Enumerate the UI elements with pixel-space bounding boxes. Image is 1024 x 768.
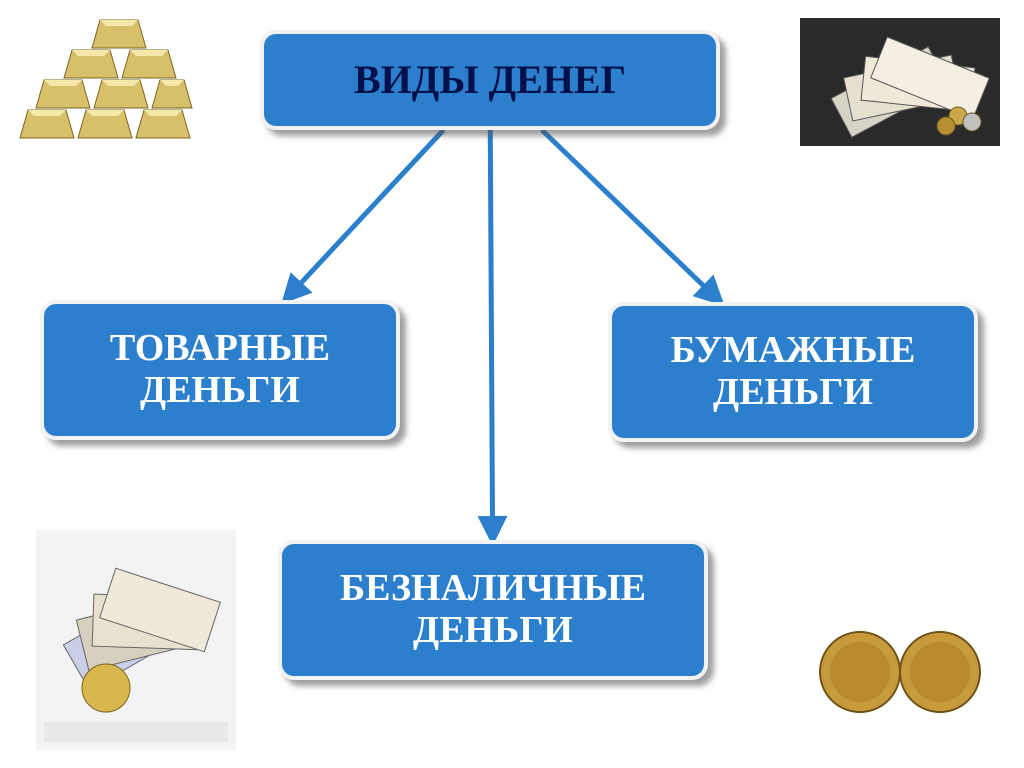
title-box: ВИДЫ ДЕНЕГ [260, 30, 720, 130]
node-paper-money: БУМАЖНЫЕ ДЕНЬГИ [608, 302, 978, 442]
node-label: БЕЗНАЛИЧНЫЕ ДЕНЬГИ [340, 568, 646, 652]
node-noncash-money: БЕЗНАЛИЧНЫЕ ДЕНЬГИ [278, 540, 708, 680]
title-text: ВИДЫ ДЕНЕГ [354, 58, 626, 102]
banknotes-image [800, 18, 1000, 146]
old-notes-image [36, 530, 236, 750]
diagram-stage: ВИДЫ ДЕНЕГ ТОВАРНЫЕ ДЕНЬГИ БУМАЖНЫЕ ДЕНЬ… [0, 0, 1024, 768]
gold-bars-image [16, 14, 196, 144]
two-coins-image [810, 620, 990, 720]
node-label: ТОВАРНЫЕ ДЕНЬГИ [110, 328, 330, 412]
node-commodity-money: ТОВАРНЫЕ ДЕНЬГИ [40, 300, 400, 440]
node-label: БУМАЖНЫЕ ДЕНЬГИ [671, 330, 916, 414]
